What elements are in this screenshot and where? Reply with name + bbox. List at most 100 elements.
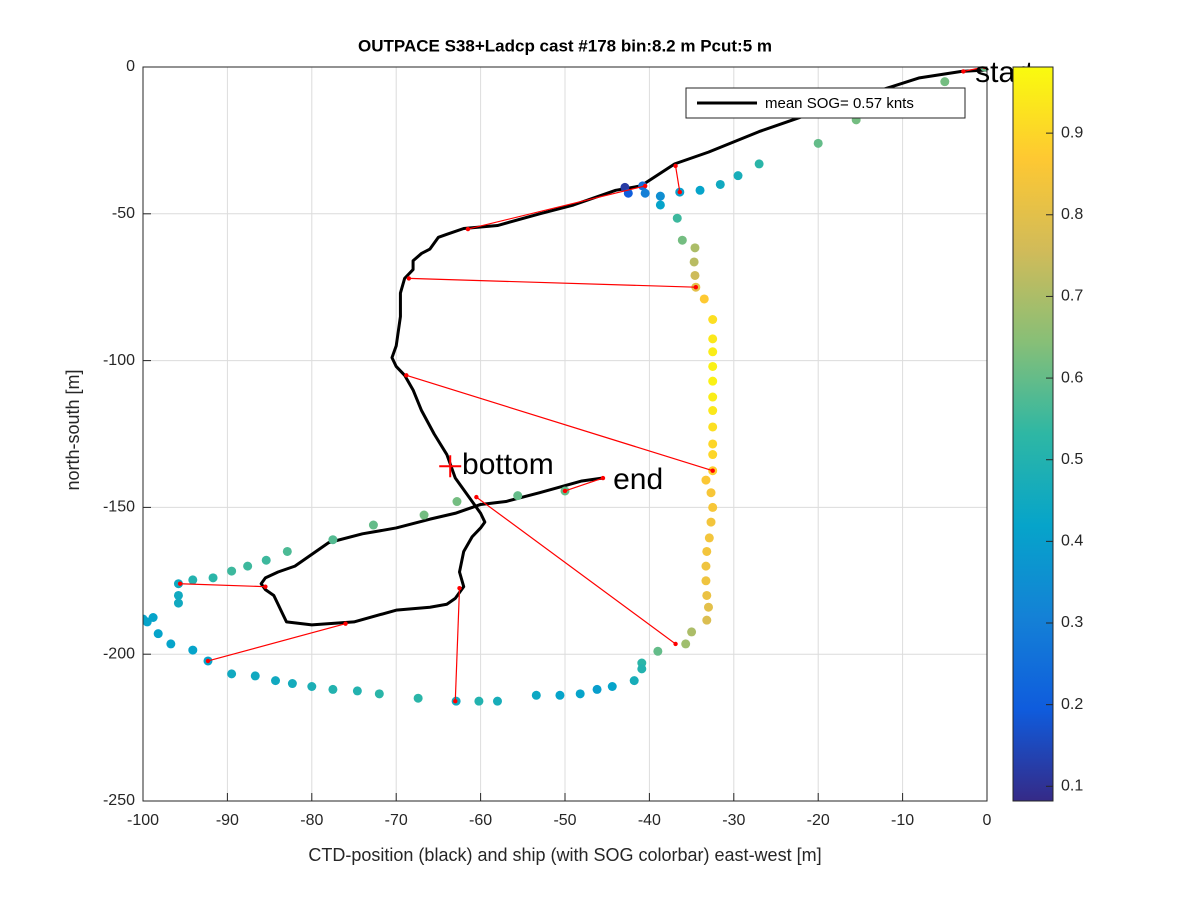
ship-point bbox=[328, 535, 338, 545]
ship-point bbox=[271, 676, 281, 686]
ship-point bbox=[419, 510, 429, 520]
ship-point bbox=[173, 590, 183, 600]
ship-point bbox=[261, 555, 271, 565]
ship-point bbox=[677, 235, 687, 245]
ship-point bbox=[555, 690, 565, 700]
link-line bbox=[674, 165, 681, 193]
ship-point bbox=[452, 497, 462, 507]
x-axis-label: CTD-position (black) and ship (with SOG … bbox=[308, 845, 821, 865]
ship-point bbox=[492, 696, 502, 706]
link-line bbox=[406, 374, 713, 472]
ship-point bbox=[637, 664, 647, 674]
ship-point bbox=[672, 213, 682, 223]
ship-point bbox=[708, 334, 718, 344]
y-tick-label: -250 bbox=[103, 792, 135, 809]
ship-point bbox=[575, 689, 585, 699]
link-end bbox=[710, 468, 715, 473]
colorbar-tick-label: 0.2 bbox=[1061, 696, 1083, 713]
ship-point bbox=[715, 179, 725, 189]
link-end bbox=[205, 658, 211, 664]
bottom-marker bbox=[439, 455, 462, 478]
link-end bbox=[642, 183, 648, 189]
ship-point bbox=[653, 646, 663, 656]
ship-point bbox=[708, 406, 718, 416]
ship-point bbox=[655, 200, 665, 210]
ship-point bbox=[287, 679, 297, 689]
ship-point bbox=[227, 669, 237, 679]
ship-point bbox=[368, 520, 378, 530]
ship-point bbox=[708, 450, 718, 460]
ship-point bbox=[374, 689, 384, 699]
y-tick-label: -100 bbox=[103, 352, 135, 369]
colorbar-tick-label: 0.8 bbox=[1061, 206, 1083, 223]
ship-point bbox=[940, 77, 950, 87]
ship-point bbox=[708, 502, 718, 512]
link-end bbox=[177, 581, 183, 586]
ship-point bbox=[607, 681, 617, 691]
ship-point bbox=[695, 185, 705, 195]
ship-point bbox=[307, 681, 317, 691]
colorbar-tick-label: 0.5 bbox=[1061, 451, 1083, 468]
link-line bbox=[963, 67, 985, 72]
y-axis-label: north-south [m] bbox=[63, 369, 83, 490]
chart-title: OUTPACE S38+Ladcp cast #178 bin:8.2 m Pc… bbox=[358, 36, 772, 55]
ship-point bbox=[474, 696, 484, 706]
link-end bbox=[457, 585, 462, 591]
ship-point bbox=[701, 576, 711, 586]
ship-point bbox=[733, 171, 743, 181]
link-line bbox=[408, 277, 696, 288]
link-line bbox=[467, 185, 646, 230]
ship-point bbox=[706, 488, 716, 498]
ship-point bbox=[690, 270, 700, 280]
x-tick-label: -40 bbox=[638, 812, 661, 829]
x-tick-label: -70 bbox=[385, 812, 408, 829]
annotation: bottom bbox=[462, 448, 554, 481]
link-line bbox=[476, 496, 676, 645]
ship-point bbox=[813, 138, 823, 148]
link-end bbox=[453, 698, 458, 704]
x-tick-label: -10 bbox=[891, 812, 914, 829]
x-tick-label: -50 bbox=[553, 812, 576, 829]
link-end bbox=[677, 189, 682, 195]
axes: -100 -90 -80 -70 -60 -50 -40 -30 -20 -10 0-250-200… bbox=[103, 58, 992, 829]
ship-point bbox=[655, 191, 665, 201]
x-tick-label: -80 bbox=[300, 812, 323, 829]
legend-label: mean SOG= 0.57 knts bbox=[765, 95, 914, 112]
link-end bbox=[693, 285, 699, 290]
ship-point bbox=[703, 602, 713, 612]
ship-point bbox=[531, 690, 541, 700]
x-tick-label: -30 bbox=[722, 812, 745, 829]
colorbar-tick-label: 0.3 bbox=[1061, 614, 1083, 631]
ship-point bbox=[681, 639, 691, 649]
ship-point bbox=[690, 243, 700, 253]
x-tick-label: -100 bbox=[127, 812, 159, 829]
x-tick-label: -20 bbox=[807, 812, 830, 829]
ship-point bbox=[166, 639, 176, 649]
ship-point bbox=[708, 376, 718, 386]
ship-point bbox=[708, 314, 718, 324]
link-line bbox=[180, 583, 266, 588]
link-line bbox=[207, 623, 346, 662]
ship-point bbox=[513, 491, 523, 501]
link-end bbox=[673, 163, 678, 169]
y-tick-label: -200 bbox=[103, 645, 135, 662]
x-tick-label: 0 bbox=[983, 812, 992, 829]
colorbar-tick-label: 0.1 bbox=[1061, 778, 1083, 795]
ship-point bbox=[704, 533, 714, 543]
ship-point bbox=[708, 361, 718, 371]
ship-point bbox=[701, 561, 711, 571]
ship-point bbox=[328, 684, 338, 694]
ship-point bbox=[708, 422, 718, 432]
colorbar-tick-label: 0.7 bbox=[1061, 288, 1083, 305]
colorbar-tick-label: 0.4 bbox=[1061, 533, 1083, 550]
ship-point bbox=[708, 347, 718, 357]
link-end bbox=[263, 584, 268, 589]
ship-point bbox=[153, 629, 163, 639]
ship-point bbox=[227, 566, 237, 576]
link-line bbox=[454, 588, 461, 702]
annotation: end bbox=[613, 463, 663, 496]
ship-point bbox=[702, 546, 712, 556]
plot-content bbox=[143, 67, 987, 706]
link-end bbox=[343, 621, 348, 626]
